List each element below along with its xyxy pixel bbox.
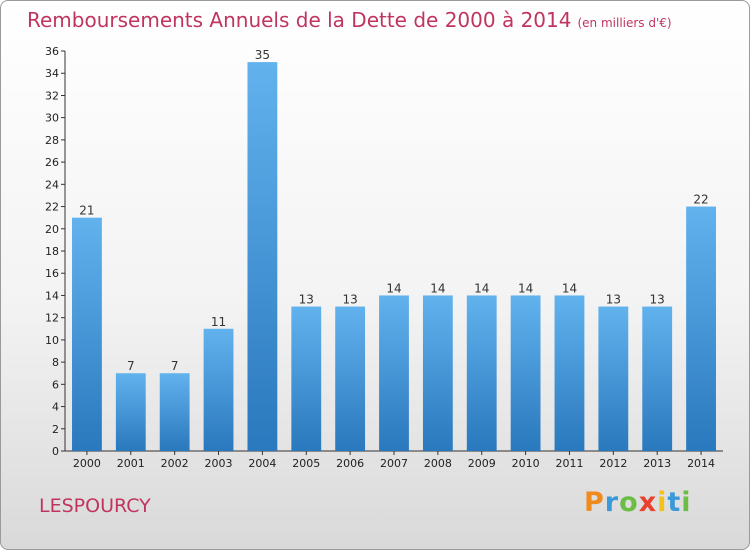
bar-value-label: 13 xyxy=(606,293,621,307)
y-tick-label: 0 xyxy=(52,445,59,458)
bar-value-label: 13 xyxy=(650,293,665,307)
x-tick-label: 2009 xyxy=(468,457,496,470)
bar xyxy=(422,295,453,451)
bar xyxy=(72,217,102,451)
x-tick-label: 2005 xyxy=(292,457,320,470)
bar-value-label: 14 xyxy=(518,281,533,295)
bar-value-label: 11 xyxy=(211,315,226,329)
y-tick-label: 36 xyxy=(45,45,59,58)
logo-letter: i xyxy=(681,487,692,518)
logo-letter: o xyxy=(619,487,639,518)
x-tick-label: 2004 xyxy=(248,457,276,470)
x-tick-label: 2013 xyxy=(643,457,671,470)
chart-subtitle: (en milliers d'€) xyxy=(577,16,672,30)
y-tick-label: 24 xyxy=(45,178,59,191)
x-tick-label: 2014 xyxy=(687,457,715,470)
y-tick-label: 6 xyxy=(52,378,59,391)
bar xyxy=(466,295,497,451)
x-tick-label: 2001 xyxy=(117,457,145,470)
y-tick-label: 26 xyxy=(45,156,59,169)
bar xyxy=(554,295,585,451)
bar xyxy=(335,306,366,451)
chart-title: Remboursements Annuels de la Dette de 20… xyxy=(27,8,672,32)
bar xyxy=(510,295,541,451)
proxiti-logo: Proxiti xyxy=(584,487,692,518)
y-tick-label: 28 xyxy=(45,134,59,147)
bar xyxy=(379,295,409,451)
bar xyxy=(247,62,278,451)
y-tick-label: 34 xyxy=(45,67,59,80)
x-tick-label: 2011 xyxy=(555,457,583,470)
y-tick-label: 4 xyxy=(52,401,59,414)
bar xyxy=(686,206,716,451)
x-tick-label: 2010 xyxy=(512,457,540,470)
bar-value-label: 22 xyxy=(693,193,708,207)
logo-letter: t xyxy=(667,487,682,518)
x-tick-label: 2003 xyxy=(205,457,233,470)
bar xyxy=(642,306,673,451)
y-tick-label: 12 xyxy=(45,312,59,325)
x-tick-label: 2012 xyxy=(599,457,627,470)
y-tick-label: 2 xyxy=(52,423,59,436)
bar-value-label: 14 xyxy=(474,281,489,295)
chart-title-text: Remboursements Annuels de la Dette de 20… xyxy=(27,8,572,32)
y-tick-label: 8 xyxy=(52,356,59,369)
y-tick-label: 16 xyxy=(45,267,59,280)
x-tick-label: 2007 xyxy=(380,457,408,470)
bar-value-label: 35 xyxy=(255,48,270,62)
bar-value-label: 13 xyxy=(342,293,357,307)
bar-value-label: 7 xyxy=(171,359,179,373)
x-tick-label: 2006 xyxy=(336,457,364,470)
bar-value-label: 14 xyxy=(562,281,577,295)
y-tick-label: 30 xyxy=(45,112,59,125)
commune-name: LESPOURCY xyxy=(39,495,151,517)
logo-letter: x xyxy=(638,487,658,518)
bar xyxy=(598,306,629,451)
logo-letter: P xyxy=(584,487,605,518)
y-tick-label: 20 xyxy=(45,223,59,236)
x-tick-label: 2000 xyxy=(73,457,101,470)
bar-value-label: 14 xyxy=(430,281,445,295)
y-tick-label: 14 xyxy=(45,289,59,302)
bar-value-label: 7 xyxy=(127,359,135,373)
y-tick-label: 10 xyxy=(45,334,59,347)
bar xyxy=(159,373,190,451)
x-tick-label: 2008 xyxy=(424,457,452,470)
bar-value-label: 14 xyxy=(386,281,401,295)
bar xyxy=(115,373,146,451)
bar xyxy=(291,306,322,451)
logo-letter: r xyxy=(604,487,620,518)
logo-letter: i xyxy=(657,487,668,518)
bar-value-label: 13 xyxy=(299,293,314,307)
bar-value-label: 21 xyxy=(79,204,94,218)
y-tick-label: 32 xyxy=(45,89,59,102)
y-tick-label: 22 xyxy=(45,201,59,214)
bar xyxy=(203,328,234,451)
y-tick-label: 18 xyxy=(45,245,59,258)
x-tick-label: 2002 xyxy=(161,457,189,470)
